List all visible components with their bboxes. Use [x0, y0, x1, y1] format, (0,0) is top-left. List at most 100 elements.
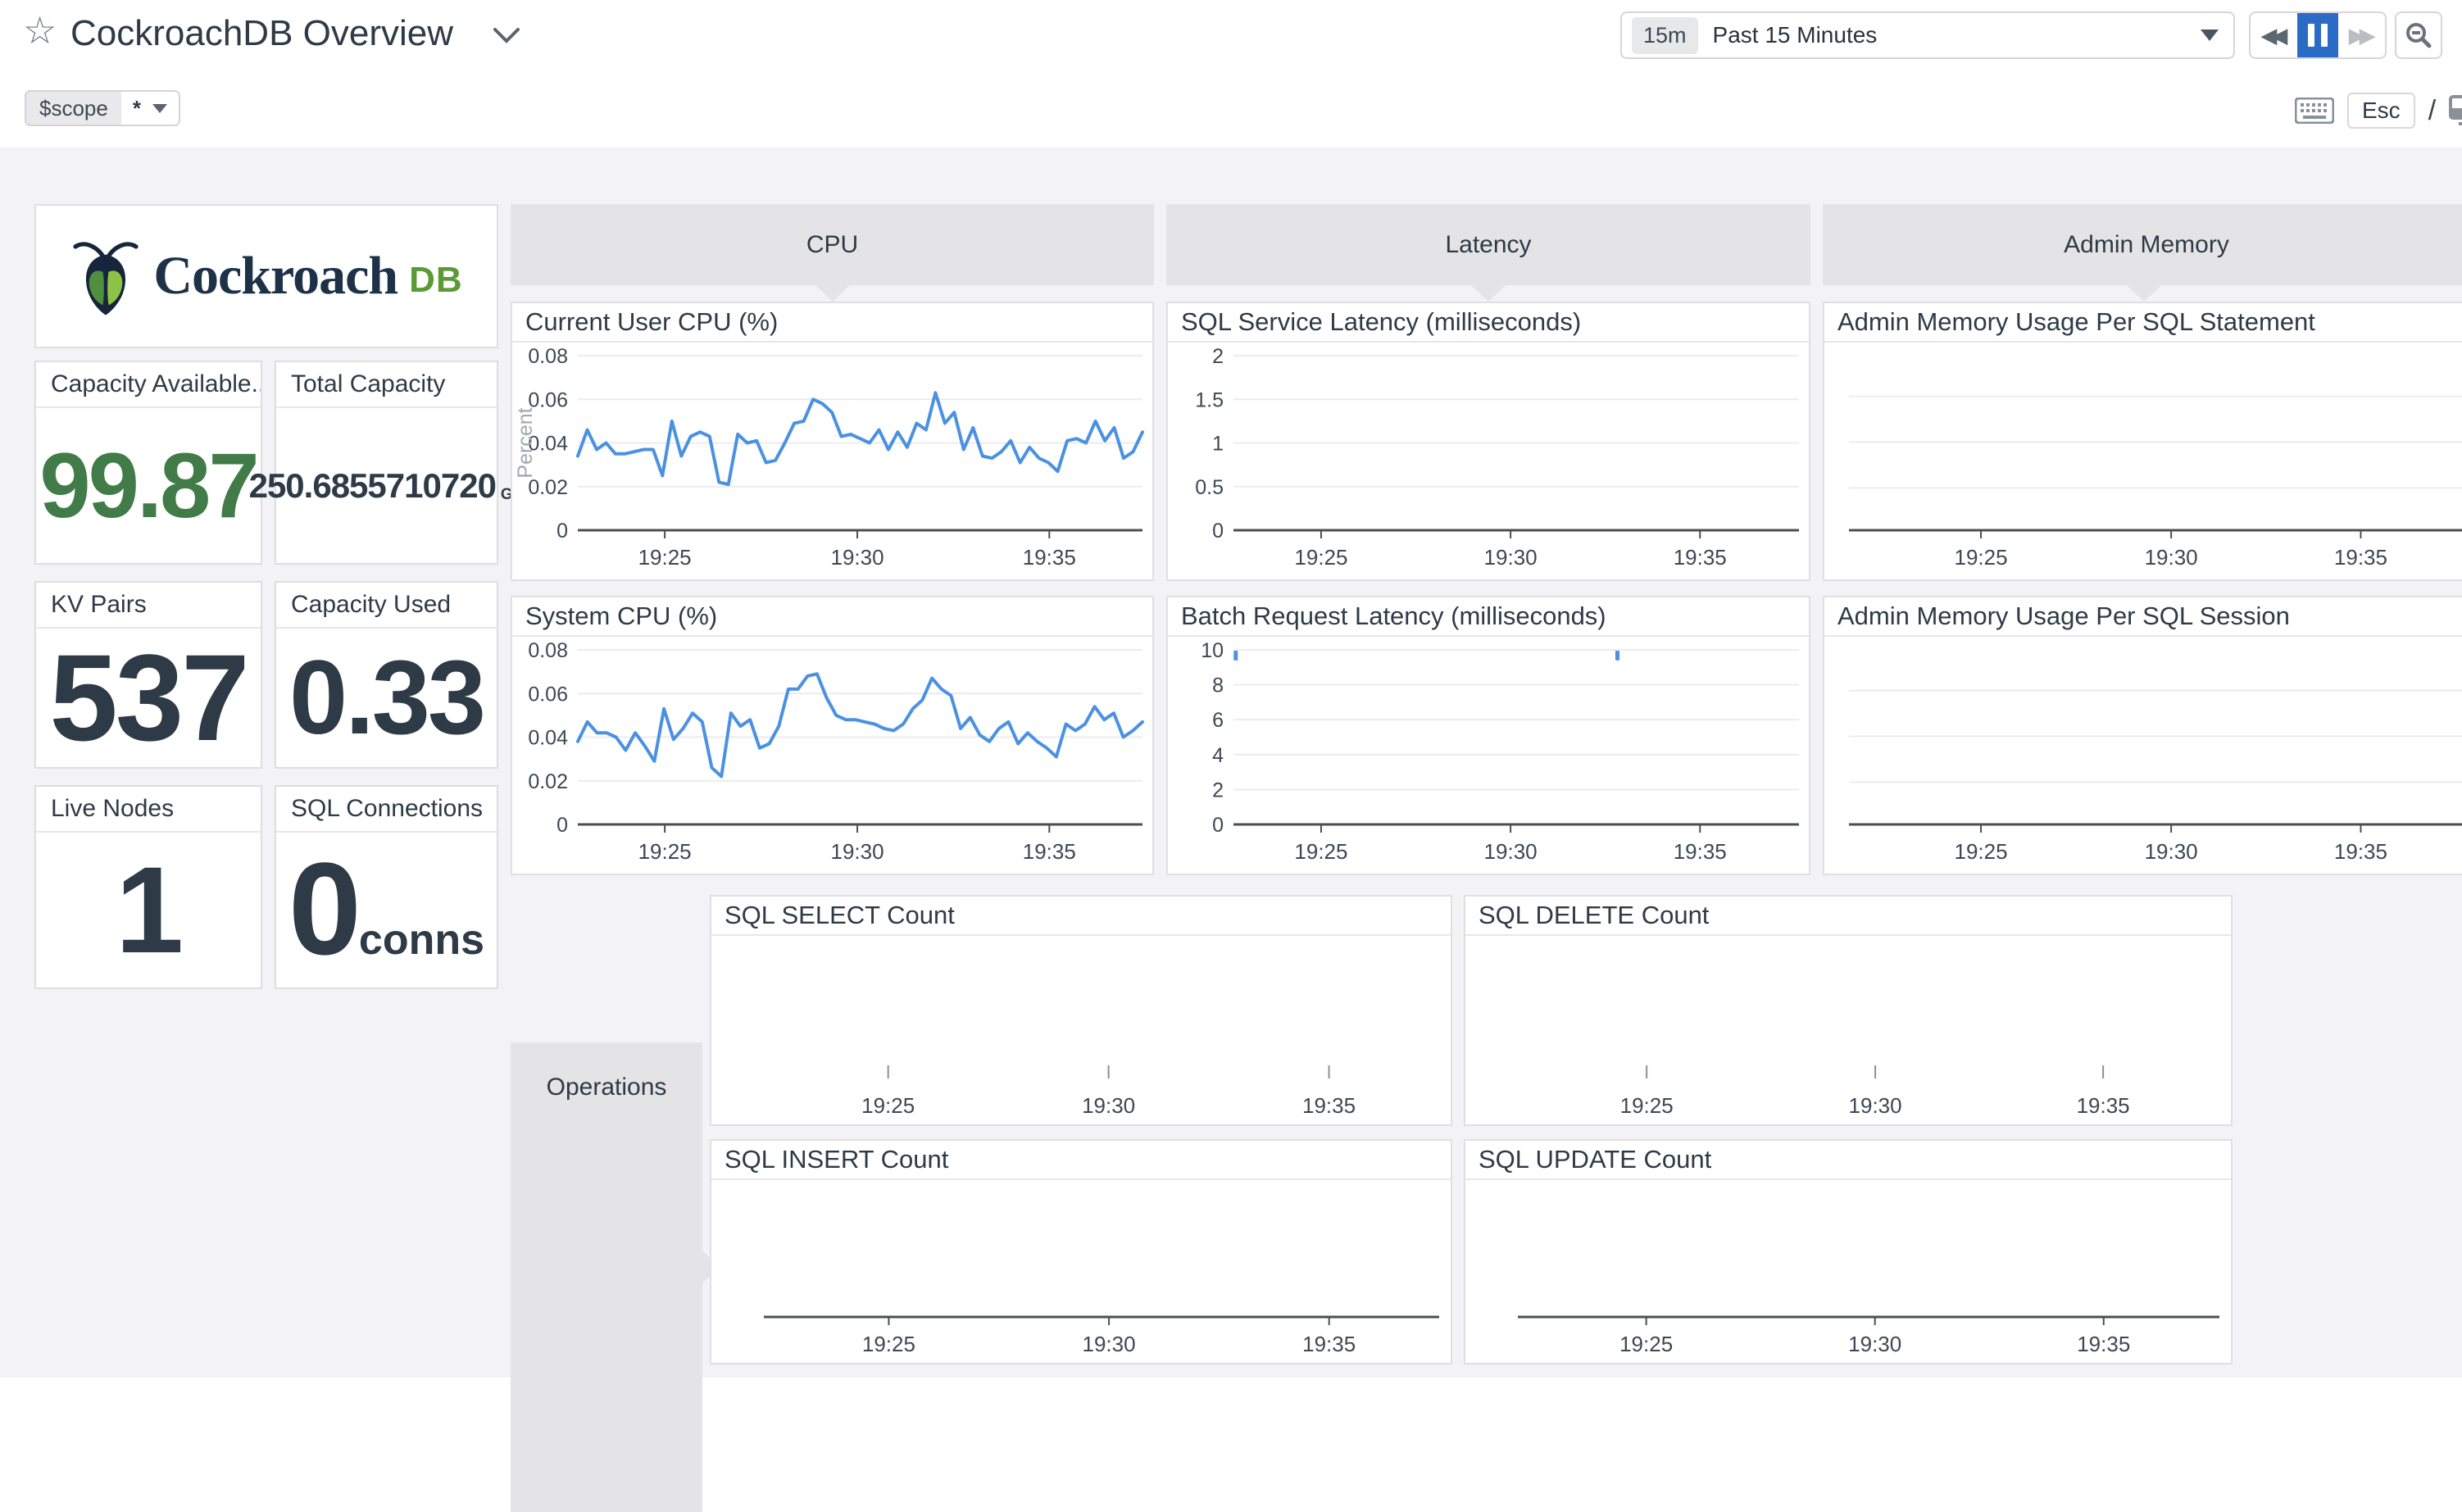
- logo-db-suffix: DB: [409, 260, 463, 300]
- svg-text:19:30: 19:30: [831, 839, 884, 864]
- fullscreen-monitor-icon[interactable]: [2449, 95, 2462, 126]
- logo-wordmark: Cockroach: [153, 246, 398, 306]
- group-header-admin-memory[interactable]: Admin Memory: [1823, 204, 2462, 302]
- svg-text:19:25: 19:25: [638, 545, 692, 570]
- svg-text:19:25: 19:25: [1954, 839, 2007, 864]
- chart-plot-area[interactable]: 19:25 19:30 19:35: [711, 1180, 1451, 1363]
- widget-capacity-available[interactable]: Capacity Available... 99.87: [34, 361, 262, 565]
- chart-sql-select-count[interactable]: SQL SELECT Count 19:25 19:30 19:35: [710, 895, 1452, 1126]
- svg-text:8: 8: [1212, 674, 1224, 697]
- chart-current-user-cpu[interactable]: Current User CPU (%) 0.08 0.06 0.04 0.02 0 19…: [511, 302, 1154, 581]
- svg-text:0.08: 0.08: [528, 345, 568, 368]
- chart-title: Current User CPU (%): [512, 303, 1152, 343]
- svg-text:0: 0: [1212, 814, 1224, 837]
- svg-text:0: 0: [556, 520, 568, 543]
- widget-title: Capacity Available...: [36, 362, 261, 408]
- svg-text:19:25: 19:25: [862, 1332, 915, 1356]
- time-range-label: Past 15 Minutes: [1712, 22, 1878, 48]
- template-variable-scope[interactable]: $scope *: [25, 90, 180, 126]
- stat-unit: conns: [358, 916, 485, 964]
- svg-text:19:30: 19:30: [2145, 545, 2198, 570]
- widget-title: Total Capacity: [276, 362, 497, 408]
- chart-admin-memory-session[interactable]: Admin Memory Usage Per SQL Session 19:25…: [1823, 596, 2462, 875]
- chart-plot-area[interactable]: 19:25 19:30 19:35: [1824, 637, 2462, 874]
- scope-value-select[interactable]: *: [120, 92, 179, 125]
- svg-text:19:30: 19:30: [1484, 545, 1538, 570]
- zoom-out-button[interactable]: [2395, 11, 2442, 59]
- time-range-dropdown[interactable]: 15m Past 15 Minutes: [1620, 11, 2235, 59]
- stat-value: 250.6855710720: [248, 465, 497, 505]
- svg-text:19:35: 19:35: [2077, 1332, 2130, 1356]
- time-range-badge: 15m: [1632, 16, 1698, 54]
- group-title: Operations: [546, 1074, 667, 1101]
- svg-text:1: 1: [1212, 433, 1224, 456]
- pause-button[interactable]: [2296, 13, 2339, 57]
- chart-plot-area[interactable]: 0.08 0.06 0.04 0.02 0 19:25 19:30 19:35 Percent: [512, 343, 1152, 579]
- svg-text:19:25: 19:25: [1620, 1093, 1674, 1118]
- chart-batch-request-latency[interactable]: Batch Request Latency (milliseconds) 10 8…: [1166, 596, 1810, 875]
- chart-plot-area[interactable]: 0.08 0.06 0.04 0.02 0 19:25 19:30 19:35: [512, 637, 1152, 874]
- widget-sql-connections[interactable]: SQL Connections 0 conns: [275, 785, 498, 989]
- widget-capacity-used[interactable]: Capacity Used 0.33: [275, 581, 498, 769]
- group-title: Latency: [1445, 230, 1532, 258]
- keyboard-icon[interactable]: [2295, 98, 2334, 124]
- chart-sql-update-count[interactable]: SQL UPDATE Count 19:25 19:30 19:35: [1464, 1139, 2233, 1364]
- chart-plot-area[interactable]: 19:25 19:30 19:35: [1465, 1180, 2231, 1363]
- svg-text:2: 2: [1212, 345, 1224, 368]
- svg-text:0.06: 0.06: [528, 388, 568, 411]
- svg-text:19:25: 19:25: [1954, 545, 2007, 570]
- magnifier-minus-icon: [2406, 23, 2432, 48]
- chart-sql-service-latency[interactable]: SQL Service Latency (milliseconds) 2 1.5 1…: [1166, 302, 1810, 581]
- widget-live-nodes[interactable]: Live Nodes 1: [34, 785, 262, 989]
- chart-system-cpu[interactable]: System CPU (%) 0.08 0.06 0.04 0.02 0 19:25 19:…: [511, 596, 1154, 875]
- widget-title: Live Nodes: [36, 787, 261, 833]
- chart-plot-area[interactable]: 10 8 6 4 2 0 19:25 19:30 19:35: [1168, 637, 1809, 874]
- title-chevron-down-icon[interactable]: [492, 26, 521, 50]
- pause-icon: [2321, 24, 2328, 47]
- group-header-cpu[interactable]: CPU: [511, 204, 1154, 302]
- chart-title: SQL UPDATE Count: [1465, 1141, 2231, 1180]
- stat-value: 1: [115, 841, 184, 978]
- scope-name: $scope: [26, 92, 121, 125]
- svg-text:19:35: 19:35: [1674, 545, 1727, 570]
- chart-admin-memory-statement[interactable]: Admin Memory Usage Per SQL Statement 19:…: [1823, 302, 2462, 581]
- pause-icon: [2308, 24, 2314, 47]
- svg-text:19:35: 19:35: [1023, 545, 1076, 570]
- svg-text:0.04: 0.04: [528, 727, 568, 750]
- esc-key-hint[interactable]: Esc: [2347, 93, 2415, 129]
- favorite-star-icon[interactable]: ☆: [23, 9, 57, 52]
- svg-text:4: 4: [1212, 744, 1224, 767]
- cockroach-logo-card[interactable]: Cockroach DB: [34, 204, 498, 348]
- chart-sql-insert-count[interactable]: SQL INSERT Count 19:25 19:30 19:35: [710, 1139, 1452, 1364]
- chart-title: SQL DELETE Count: [1465, 897, 2231, 936]
- rewind-button[interactable]: ◀◀: [2260, 22, 2287, 48]
- chart-plot-area[interactable]: 19:25 19:30 19:35: [1465, 936, 2231, 1124]
- chart-sql-delete-count[interactable]: SQL DELETE Count 19:25 19:30 19:35: [1464, 895, 2233, 1126]
- svg-text:0: 0: [556, 814, 568, 837]
- chart-plot-area[interactable]: 19:25 19:30 19:35: [711, 936, 1451, 1124]
- widget-kv-pairs[interactable]: KV Pairs 537: [34, 581, 262, 769]
- chart-title: System CPU (%): [512, 597, 1152, 637]
- stat-value: 0.33: [288, 639, 486, 756]
- forward-button[interactable]: ▶▶: [2348, 22, 2376, 48]
- widget-total-capacity[interactable]: Total Capacity 250.6855710720 GB: [249, 361, 524, 565]
- widget-title: Capacity Used: [276, 583, 497, 629]
- widget-title: SQL Connections: [276, 787, 497, 833]
- svg-text:19:35: 19:35: [2077, 1093, 2130, 1118]
- svg-text:19:30: 19:30: [1848, 1332, 1901, 1356]
- page-title: CockroachDB Overview: [70, 13, 454, 53]
- chart-title: Admin Memory Usage Per SQL Statement: [1824, 303, 2462, 343]
- chart-plot-area[interactable]: 19:25 19:30 19:35: [1824, 343, 2462, 579]
- group-header-operations[interactable]: Operations: [511, 1042, 720, 1512]
- playback-controls: ◀◀ ▶▶: [2249, 11, 2387, 59]
- svg-text:0.02: 0.02: [528, 770, 568, 793]
- svg-text:19:35: 19:35: [1302, 1332, 1356, 1356]
- chart-title: SQL INSERT Count: [711, 1141, 1451, 1180]
- chart-plot-area[interactable]: 2 1.5 1 0.5 0 19:25 19:30 19:35: [1168, 343, 1809, 579]
- svg-text:19:35: 19:35: [2334, 839, 2387, 864]
- widget-title: KV Pairs: [36, 583, 261, 629]
- svg-text:19:25: 19:25: [861, 1093, 915, 1118]
- group-header-latency[interactable]: Latency: [1166, 204, 1810, 302]
- group-notch: [814, 284, 851, 302]
- svg-text:0: 0: [1212, 520, 1224, 543]
